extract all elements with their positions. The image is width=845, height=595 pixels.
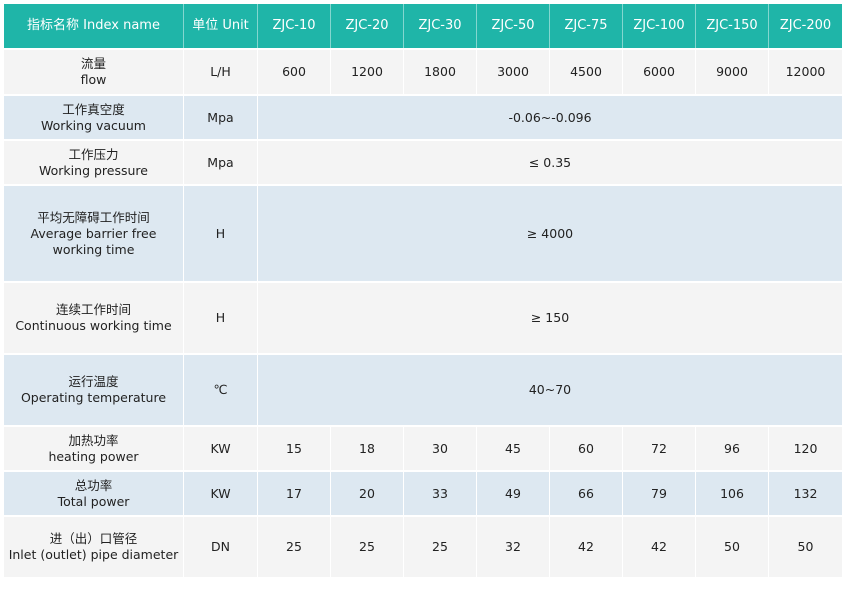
row-label: 工作压力 Working pressure [4, 139, 184, 184]
label-zh: 流量 [80, 56, 106, 71]
table-row-total: 总功率 Total power KW 17 20 33 49 66 79 106 … [4, 470, 842, 515]
table-cell: 49 [477, 470, 550, 515]
header-row: 指标名称 Index name 单位 Unit ZJC-10 ZJC-20 ZJ… [4, 4, 842, 48]
table-cell: 17 [258, 470, 331, 515]
row-unit: H [184, 184, 258, 281]
row-label: 总功率 Total power [4, 470, 184, 515]
table-cell: 12000 [769, 48, 842, 94]
table-row-pipe: 进（出）口管径 Inlet (outlet) pipe diameter DN 2… [4, 515, 842, 577]
merged-value-cell: ≥ 4000 [258, 184, 842, 281]
table-cell: 72 [623, 425, 696, 470]
header-model: ZJC-30 [404, 4, 477, 48]
row-label: 运行温度 Operating temperature [4, 353, 184, 425]
table-row-flow: 流量 flow L/H 600 1200 1800 3000 4500 6000 … [4, 48, 842, 94]
label-en: flow [80, 72, 107, 87]
label-zh: 运行温度 [68, 374, 119, 389]
label-zh: 进（出）口管径 [49, 531, 138, 546]
header-model: ZJC-150 [696, 4, 769, 48]
table-cell: 18 [331, 425, 404, 470]
table-cell: 1800 [404, 48, 477, 94]
label-en: Average barrier free [30, 225, 157, 241]
header-model: ZJC-10 [258, 4, 331, 48]
table-cell: 3000 [477, 48, 550, 94]
label-en: Inlet (outlet) pipe diameter [8, 547, 179, 562]
table-cell: 50 [769, 515, 842, 577]
merged-value-cell: ≥ 150 [258, 281, 842, 353]
table-cell: 132 [769, 470, 842, 515]
table-cell: 45 [477, 425, 550, 470]
row-label: 加热功率 heating power [4, 425, 184, 470]
row-label: 流量 flow [4, 48, 184, 94]
row-unit: KW [184, 470, 258, 515]
table-row-barrier: 平均无障碍工作时间 Average barrier free working tim… [4, 184, 842, 281]
table-cell: 96 [696, 425, 769, 470]
label-en: Working vacuum [41, 117, 146, 133]
row-label: 进（出）口管径 Inlet (outlet) pipe diameter [4, 515, 184, 577]
spec-table: 指标名称 Index name 单位 Unit ZJC-10 ZJC-20 ZJ… [4, 4, 842, 577]
label-zh: 加热功率 [68, 432, 119, 448]
header-model: ZJC-100 [623, 4, 696, 48]
table-cell: 1200 [331, 48, 404, 94]
label-en: Working pressure [39, 162, 148, 178]
row-label: 连续工作时间 Continuous working time [4, 281, 184, 353]
table-cell: 15 [258, 425, 331, 470]
table-cell: 42 [623, 515, 696, 577]
label-zh: 总功率 [74, 477, 113, 493]
table-cell: 9000 [696, 48, 769, 94]
table-row-vacuum: 工作真空度 Working vacuum Mpa -0.06~-0.096 [4, 94, 842, 139]
label-zh: 工作压力 [68, 146, 119, 162]
header-index-name: 指标名称 Index name [4, 4, 184, 48]
table-row-pressure: 工作压力 Working pressure Mpa ≤ 0.35 [4, 139, 842, 184]
table-row-temperature: 运行温度 Operating temperature ℃ 40~70 [4, 353, 842, 425]
header-model: ZJC-20 [331, 4, 404, 48]
table-cell: 66 [550, 470, 623, 515]
table-cell: 106 [696, 470, 769, 515]
row-unit: Mpa [184, 94, 258, 139]
header-model: ZJC-50 [477, 4, 550, 48]
table-cell: 50 [696, 515, 769, 577]
table-cell: 20 [331, 470, 404, 515]
table-cell: 30 [404, 425, 477, 470]
table-cell: 600 [258, 48, 331, 94]
label-zh: 工作真空度 [62, 101, 125, 117]
row-unit: ℃ [184, 353, 258, 425]
table-cell: 25 [258, 515, 331, 577]
label-zh: 平均无障碍工作时间 [37, 209, 150, 225]
table-cell: 6000 [623, 48, 696, 94]
header-unit: 单位 Unit [184, 4, 258, 48]
merged-value-cell: -0.06~-0.096 [258, 94, 842, 139]
label-zh: 连续工作时间 [55, 302, 131, 317]
merged-value-cell: 40~70 [258, 353, 842, 425]
table-cell: 33 [404, 470, 477, 515]
merged-value-cell: ≤ 0.35 [258, 139, 842, 184]
label-en: Total power [57, 493, 130, 509]
table-cell: 79 [623, 470, 696, 515]
header-model: ZJC-200 [769, 4, 842, 48]
row-unit: H [184, 281, 258, 353]
header-model: ZJC-75 [550, 4, 623, 48]
table-cell: 4500 [550, 48, 623, 94]
table-row-heating: 加热功率 heating power KW 15 18 30 45 60 72 9… [4, 425, 842, 470]
row-unit: Mpa [184, 139, 258, 184]
table-cell: 120 [769, 425, 842, 470]
table-cell: 25 [331, 515, 404, 577]
table-cell: 42 [550, 515, 623, 577]
label-en-cont: working time [52, 241, 135, 257]
label-en: heating power [48, 448, 139, 464]
row-unit: KW [184, 425, 258, 470]
row-label: 平均无障碍工作时间 Average barrier free working tim… [4, 184, 184, 281]
table-row-continuous: 连续工作时间 Continuous working time H ≥ 150 [4, 281, 842, 353]
row-unit: DN [184, 515, 258, 577]
label-en: Continuous working time [15, 318, 172, 333]
row-label: 工作真空度 Working vacuum [4, 94, 184, 139]
table-cell: 60 [550, 425, 623, 470]
table-cell: 25 [404, 515, 477, 577]
label-en: Operating temperature [20, 390, 167, 405]
table-cell: 32 [477, 515, 550, 577]
row-unit: L/H [184, 48, 258, 94]
